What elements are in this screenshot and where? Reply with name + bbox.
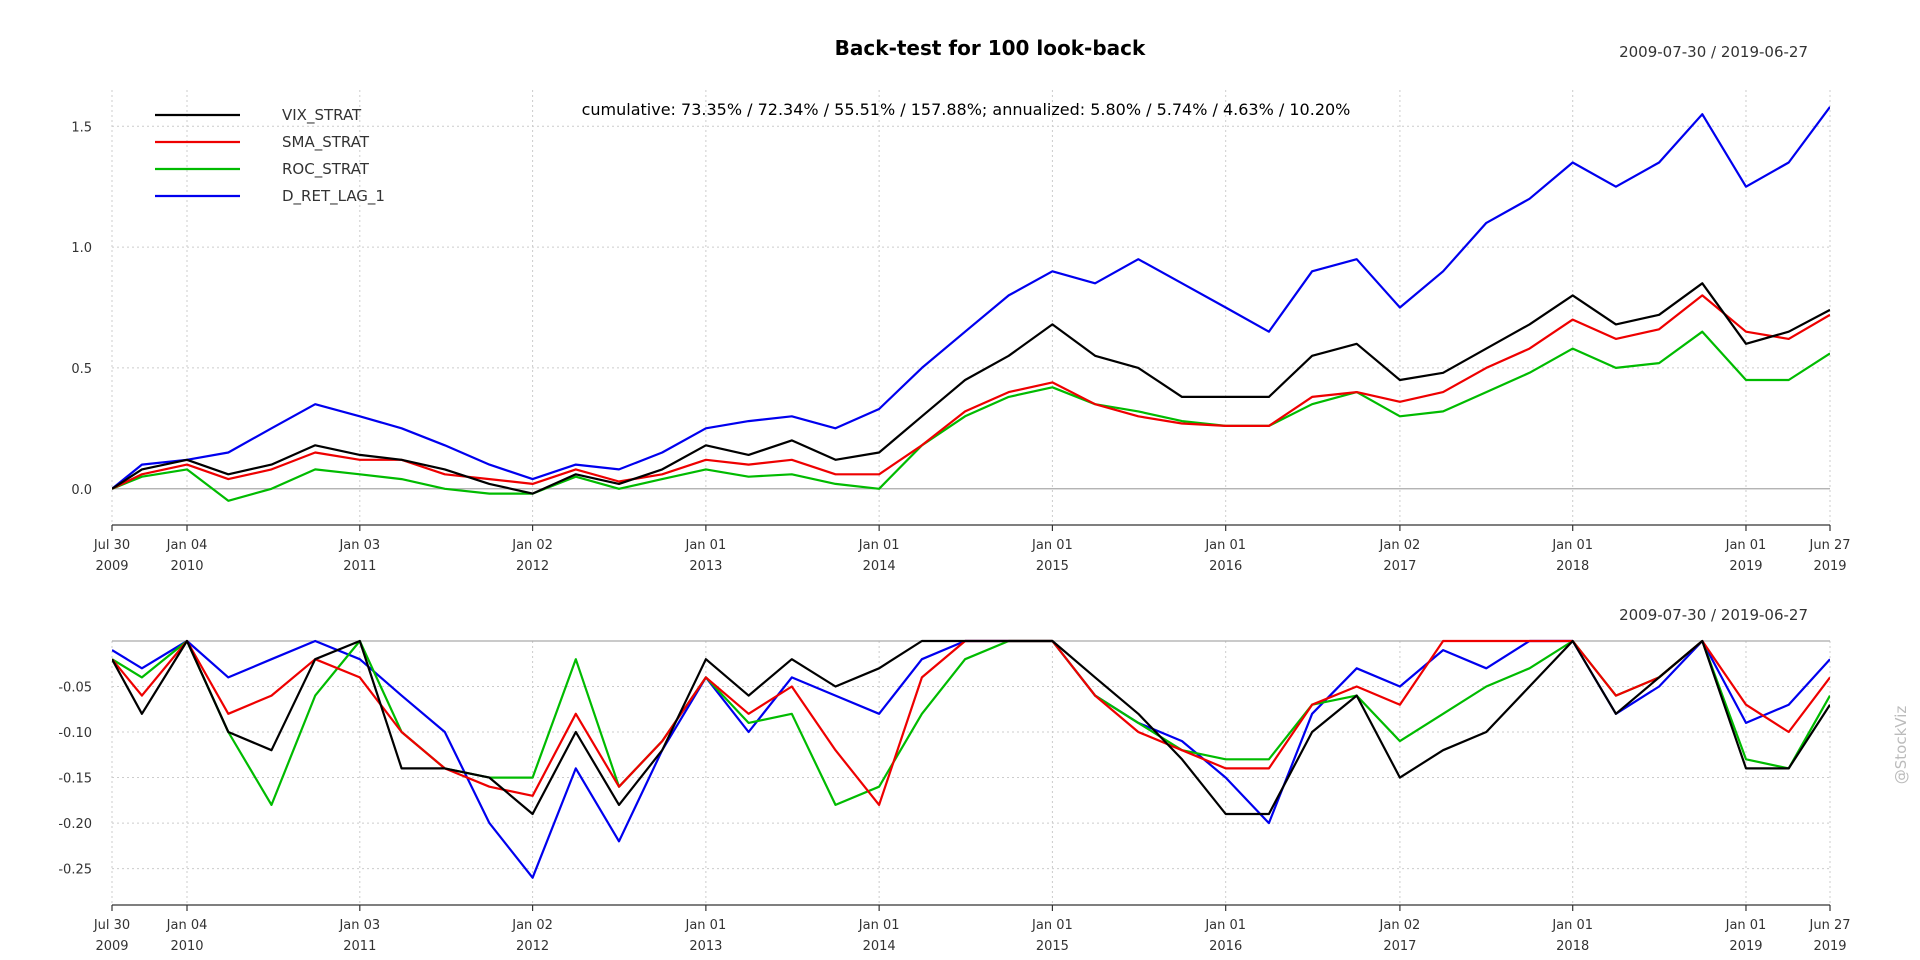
x-tick-label: Jan 04 (166, 538, 208, 553)
x-tick-year-label: 2015 (1036, 939, 1069, 954)
x-tick-year-label: 2018 (1556, 559, 1589, 574)
x-tick-year-label: 2013 (689, 559, 722, 574)
series-line-sma-strat (112, 294, 1830, 490)
x-tick-label: Jan 01 (1725, 918, 1767, 933)
x-tick-year-label: 2009 (95, 939, 128, 954)
x-tick-label: Jan 01 (1551, 538, 1593, 553)
x-tick-label: Jan 01 (685, 538, 727, 553)
y-tick-label: 0.0 (71, 483, 92, 498)
y-tick-label: 1.5 (71, 120, 92, 135)
x-tick-year-label: 2016 (1209, 559, 1242, 574)
x-tick-year-label: 2014 (863, 559, 896, 574)
legend-entry-label: SMA_STRAT (282, 133, 370, 152)
x-tick-label: Jan 03 (338, 918, 380, 933)
x-tick-year-label: 2019 (1813, 939, 1846, 954)
x-tick-label: Jan 03 (338, 538, 380, 553)
legend-entry-label: D_RET_LAG_1 (282, 187, 385, 206)
x-tick-label: Jan 01 (858, 538, 900, 553)
x-tick-label: Jan 02 (1379, 538, 1421, 553)
x-tick-label: Jan 01 (685, 918, 727, 933)
x-tick-label: Jan 02 (511, 918, 553, 933)
cumulative-return-panel: Jul 30 2009 Jan 04 2010 Jan 03 2011 Jan 02 2012… (71, 90, 1851, 574)
series-line-vix-strat (112, 639, 1830, 816)
x-tick-label: Jan 01 (1204, 918, 1246, 933)
x-tick-label: Jan 01 (1031, 918, 1073, 933)
legend-entry-label: ROC_STRAT (282, 160, 370, 179)
x-tick-year-label: 2014 (863, 939, 896, 954)
drawdown-panel: Jul 30 2009 Jan 04 2010 Jan 03 2011 Jan 02 2012… (58, 639, 1851, 954)
x-tick-year-label: 2019 (1729, 559, 1762, 574)
x-tick-label: Jul 30 (93, 918, 130, 933)
summary-annotation: cumulative: 73.35% / 72.34% / 55.51% / 1… (582, 100, 1351, 119)
y-tick-label: -0.20 (58, 817, 92, 832)
x-tick-year-label: 2011 (343, 559, 376, 574)
x-tick-label: Jul 30 (93, 538, 130, 553)
x-tick-label: Jan 01 (1204, 538, 1246, 553)
y-tick-label: -0.15 (58, 772, 92, 787)
y-tick-label: -0.25 (58, 863, 92, 878)
x-tick-year-label: 2009 (95, 559, 128, 574)
y-tick-label: 1.0 (71, 241, 92, 256)
x-tick-label: Jan 01 (858, 918, 900, 933)
chart-title: Back-test for 100 look-back (835, 36, 1146, 60)
x-tick-year-label: 2010 (170, 559, 203, 574)
x-tick-year-label: 2019 (1813, 559, 1846, 574)
y-tick-label: -0.05 (58, 681, 92, 696)
series-line-roc-strat (112, 330, 1830, 502)
x-tick-label: Jun 27 (1809, 538, 1851, 553)
x-tick-year-label: 2013 (689, 939, 722, 954)
top-panel-date-range: 2009-07-30 / 2019-06-27 (1619, 43, 1808, 61)
x-tick-year-label: 2017 (1383, 939, 1416, 954)
y-tick-label: -0.10 (58, 726, 92, 741)
x-tick-year-label: 2015 (1036, 559, 1069, 574)
series-line-roc-strat (112, 639, 1830, 807)
x-tick-label: Jan 01 (1031, 538, 1073, 553)
series-line-d-ret-lag-1 (112, 106, 1830, 490)
watermark: @StockViz (1892, 706, 1910, 785)
x-tick-label: Jan 02 (1379, 918, 1421, 933)
series-line-vix-strat (112, 282, 1830, 495)
x-tick-year-label: 2017 (1383, 559, 1416, 574)
x-tick-label: Jan 02 (511, 538, 553, 553)
x-tick-label: Jan 01 (1551, 918, 1593, 933)
x-tick-year-label: 2019 (1729, 939, 1762, 954)
x-tick-label: Jun 27 (1809, 918, 1851, 933)
x-tick-year-label: 2011 (343, 939, 376, 954)
bottom-panel-date-range: 2009-07-30 / 2019-06-27 (1619, 606, 1808, 624)
x-tick-year-label: 2012 (516, 939, 549, 954)
x-tick-label: Jan 04 (166, 918, 208, 933)
x-tick-year-label: 2016 (1209, 939, 1242, 954)
x-tick-year-label: 2012 (516, 559, 549, 574)
legend: VIX_STRAT SMA_STRAT ROC_STRAT D_RET_LAG_1 (155, 106, 385, 206)
x-tick-year-label: 2018 (1556, 939, 1589, 954)
y-tick-label: 0.5 (71, 362, 92, 377)
x-tick-year-label: 2010 (170, 939, 203, 954)
legend-entry-label: VIX_STRAT (282, 106, 362, 125)
x-tick-label: Jan 01 (1725, 538, 1767, 553)
